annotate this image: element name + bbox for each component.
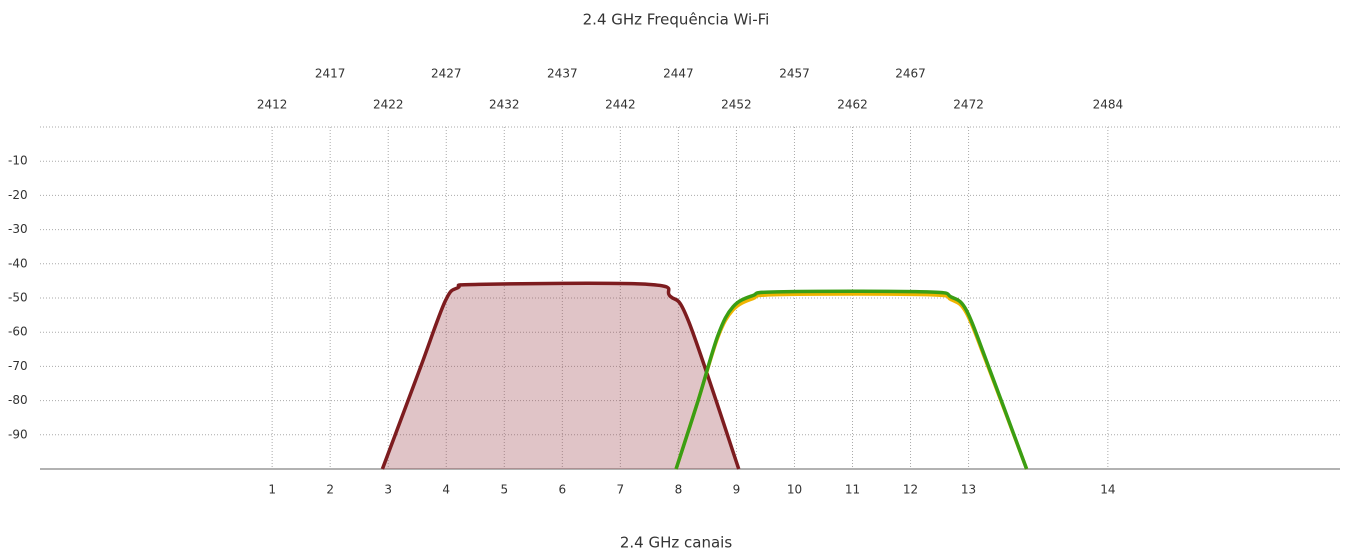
frequency-label: 2432 [489, 98, 520, 112]
frequency-label: 2417 [315, 67, 346, 81]
frequency-label: 2447 [663, 67, 694, 81]
y-tick-label: -80 [8, 393, 28, 407]
channel-label: 7 [617, 483, 625, 497]
channel-label: 1 [268, 483, 276, 497]
y-tick-label: -70 [8, 359, 28, 373]
frequency-label: 2452 [721, 98, 752, 112]
y-tick-label: -10 [8, 154, 28, 168]
frequency-label: 2437 [547, 67, 578, 81]
channel-label: 6 [559, 483, 567, 497]
signal-area [382, 283, 739, 469]
channel-label: 14 [1100, 483, 1115, 497]
x-axis-label: 2.4 GHz canais [620, 534, 732, 552]
frequency-label: 2467 [895, 67, 926, 81]
y-tick-label: -60 [8, 325, 28, 339]
frequency-label: 2442 [605, 98, 636, 112]
channel-label: 11 [845, 483, 860, 497]
chart-title: 2.4 GHz Frequência Wi-Fi [583, 11, 770, 29]
y-tick-label: -50 [8, 291, 28, 305]
channel-label: 9 [733, 483, 741, 497]
channel-label: 10 [787, 483, 802, 497]
channel-label: 8 [675, 483, 683, 497]
y-tick-label: -40 [8, 256, 28, 270]
channel-label: 13 [961, 483, 976, 497]
frequency-label: 2412 [257, 98, 288, 112]
y-tick-label: -20 [8, 188, 28, 202]
frequency-label: 2422 [373, 98, 404, 112]
channel-label: 5 [500, 483, 508, 497]
frequency-label: 2457 [779, 67, 810, 81]
channel-label: 3 [384, 483, 392, 497]
frequency-label: 2462 [837, 98, 868, 112]
frequency-label: 2472 [953, 98, 984, 112]
frequency-label: 2484 [1093, 98, 1124, 112]
signal-line [380, 281, 741, 470]
channel-label: 12 [903, 483, 918, 497]
signal-line [674, 289, 1029, 470]
channel-label: 2 [326, 483, 334, 497]
y-tick-label: -30 [8, 222, 28, 236]
channel-label: 4 [442, 483, 450, 497]
frequency-label: 2427 [431, 67, 462, 81]
y-tick-label: -90 [8, 427, 28, 441]
